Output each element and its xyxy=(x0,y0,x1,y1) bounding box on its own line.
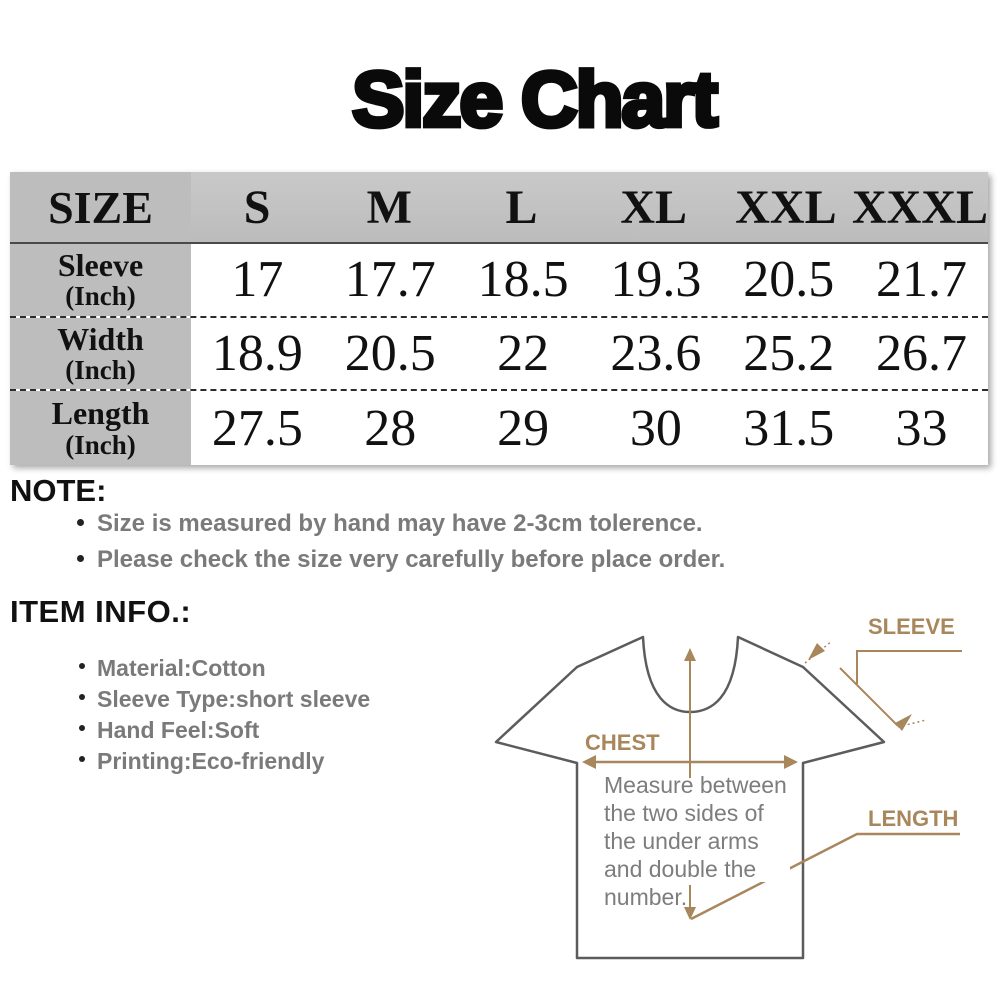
svg-text:the two sides of: the two sides of xyxy=(604,800,764,826)
svg-text:Measure between: Measure between xyxy=(604,772,787,798)
svg-text:CHEST: CHEST xyxy=(585,730,660,755)
svg-text:and double the: and double the xyxy=(604,856,756,882)
svg-text:SLEEVE: SLEEVE xyxy=(868,614,955,639)
svg-text:the under arms: the under arms xyxy=(604,828,759,854)
svg-text:LENGTH: LENGTH xyxy=(868,806,958,831)
svg-text:number.: number. xyxy=(604,884,687,910)
